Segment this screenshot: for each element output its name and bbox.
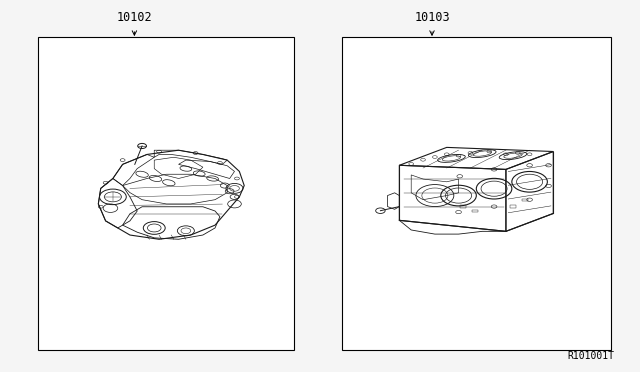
Text: 10102: 10102 — [116, 11, 152, 24]
Text: 10103: 10103 — [414, 11, 450, 24]
Bar — [38, 37, 294, 350]
Bar — [342, 37, 611, 350]
Text: R101001T: R101001T — [568, 351, 614, 361]
